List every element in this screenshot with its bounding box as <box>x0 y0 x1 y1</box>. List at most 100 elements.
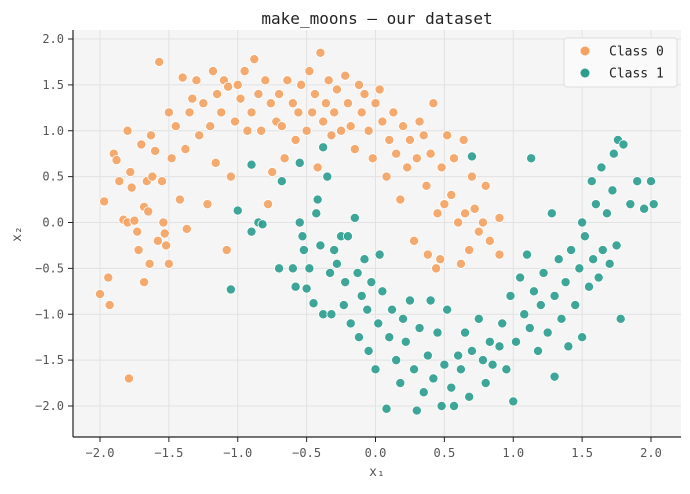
data-point-class-0 <box>473 226 484 237</box>
data-point-class-1 <box>484 336 495 347</box>
data-point-class-0 <box>223 81 234 92</box>
data-point-class-0 <box>395 194 406 205</box>
data-point-class-0 <box>304 66 315 77</box>
data-point-class-1 <box>607 185 618 196</box>
data-point-class-0 <box>212 89 223 100</box>
data-point-class-1 <box>373 318 384 329</box>
data-point-class-1 <box>460 327 471 338</box>
data-point-class-0 <box>428 98 439 109</box>
data-point-class-1 <box>560 277 571 288</box>
data-point-class-0 <box>453 217 464 228</box>
y-tick-label: −1.5 <box>35 353 64 367</box>
data-point-class-0 <box>114 176 125 187</box>
data-point-class-1 <box>466 151 477 162</box>
data-point-class-0 <box>356 107 367 118</box>
data-point-class-0 <box>425 148 436 159</box>
data-point-class-0 <box>122 125 133 136</box>
data-point-class-0 <box>191 75 202 86</box>
data-point-class-1 <box>522 249 533 260</box>
x-tick-label: −1.5 <box>154 446 183 460</box>
data-point-class-0 <box>133 245 144 256</box>
data-point-class-1 <box>363 345 374 356</box>
data-point-class-0 <box>229 116 240 127</box>
x-tick-label: 0.5 <box>434 446 456 460</box>
data-point-class-0 <box>391 148 402 159</box>
data-point-class-0 <box>312 162 323 173</box>
data-point-class-1 <box>340 277 351 288</box>
data-point-class-0 <box>260 75 271 86</box>
y-tick-label: 0.0 <box>42 216 64 230</box>
data-point-class-1 <box>432 327 443 338</box>
data-point-class-0 <box>161 240 172 251</box>
data-point-class-1 <box>276 176 287 187</box>
data-point-class-1 <box>377 286 388 297</box>
data-point-class-1 <box>494 341 505 352</box>
legend-label-class-1: Class 1 <box>609 67 664 82</box>
data-point-class-0 <box>320 98 331 109</box>
data-point-class-1 <box>325 267 336 278</box>
data-point-class-0 <box>103 272 114 283</box>
data-point-class-1 <box>356 290 367 301</box>
legend-label-class-0: Class 0 <box>609 45 664 60</box>
data-point-class-1 <box>414 323 425 334</box>
data-point-class-0 <box>265 98 276 109</box>
data-point-class-1 <box>453 350 464 361</box>
data-point-class-0 <box>276 121 287 132</box>
data-point-class-1 <box>425 295 436 306</box>
data-point-class-0 <box>159 228 170 239</box>
data-point-class-0 <box>99 196 110 207</box>
data-point-class-0 <box>145 130 156 141</box>
data-point-class-1 <box>225 284 236 295</box>
data-point-class-0 <box>221 245 232 256</box>
data-point-class-1 <box>418 387 429 398</box>
data-point-class-0 <box>163 258 174 269</box>
x-tick-label: 0.0 <box>365 446 387 460</box>
data-point-class-1 <box>639 203 650 214</box>
data-point-class-1 <box>342 231 353 242</box>
data-point-class-0 <box>232 79 243 90</box>
data-point-class-1 <box>508 396 519 407</box>
data-point-class-1 <box>318 142 329 153</box>
data-point-class-0 <box>374 84 385 95</box>
data-point-class-0 <box>349 144 360 155</box>
data-point-class-0 <box>287 98 298 109</box>
data-point-class-1 <box>538 267 549 278</box>
data-point-class-0 <box>418 130 429 141</box>
data-point-class-1 <box>477 355 488 366</box>
data-point-class-0 <box>152 235 163 246</box>
data-point-class-0 <box>384 134 395 145</box>
data-point-class-0 <box>249 54 260 65</box>
legend: Class 0 Class 1 <box>563 37 678 88</box>
data-point-class-0 <box>381 171 392 182</box>
data-point-class-1 <box>246 226 257 237</box>
data-point-class-1 <box>464 391 475 402</box>
y-tick-label: 2.0 <box>42 32 64 46</box>
data-point-class-0 <box>336 125 347 136</box>
data-point-class-0 <box>95 289 106 300</box>
y-axis-label: x₂ <box>10 226 25 242</box>
data-point-class-1 <box>381 403 392 414</box>
data-point-class-1 <box>584 281 595 292</box>
data-point-class-0 <box>411 153 422 164</box>
data-point-class-1 <box>304 263 315 274</box>
data-point-class-0 <box>154 56 165 67</box>
x-tick-label: 2.0 <box>640 446 662 460</box>
data-point-class-1 <box>570 300 581 311</box>
data-point-class-0 <box>494 212 505 223</box>
data-point-class-1 <box>574 263 585 274</box>
data-point-class-0 <box>404 134 415 145</box>
data-point-class-1 <box>362 304 373 315</box>
data-point-class-0 <box>132 226 143 237</box>
data-point-class-1 <box>625 199 636 210</box>
data-point-class-1 <box>505 290 516 301</box>
data-point-class-1 <box>524 323 535 334</box>
y-tick-label: −0.5 <box>35 261 64 275</box>
data-point-class-1 <box>315 240 326 251</box>
data-point-class-0 <box>290 134 301 145</box>
data-point-class-1 <box>404 295 415 306</box>
data-point-class-1 <box>449 400 460 411</box>
data-point-class-1 <box>579 231 590 242</box>
data-point-class-1 <box>294 217 305 228</box>
data-point-class-0 <box>422 249 433 260</box>
data-point-class-0 <box>156 176 167 187</box>
